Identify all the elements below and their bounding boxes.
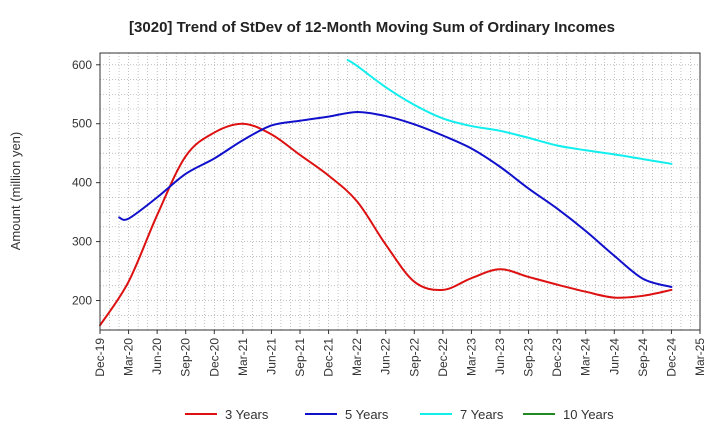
x-axis-ticks: Dec-19 Mar-20 Jun-20 Sep-20 Dec-20 Mar-21 Jun-…: [93, 330, 707, 377]
legend-label-10-years: 10 Years: [563, 407, 614, 422]
y-tick-label: 400: [72, 176, 92, 190]
x-tick-label: Mar-23: [464, 338, 478, 376]
x-tick-label: Sep-21: [293, 338, 307, 377]
grid: [99, 53, 701, 331]
x-tick-label: Dec-23: [550, 338, 564, 377]
x-tick-label: Mar-21: [236, 338, 250, 376]
x-tick-label: Dec-21: [322, 338, 336, 377]
legend: 3 Years 5 Years 7 Years 10 Years: [185, 407, 614, 422]
legend-label-7-years: 7 Years: [460, 407, 504, 422]
plot-frame: [99, 52, 701, 331]
x-tick-label: Mar-22: [350, 338, 364, 376]
legend-label-3-years: 3 Years: [225, 407, 269, 422]
y-axis-ticks: 200 300 400 500 600: [72, 58, 100, 308]
x-tick-label: Jun-23: [493, 338, 507, 375]
x-tick-label: Jun-24: [607, 338, 621, 375]
chart-title: [3020] Trend of StDev of 12-Month Moving…: [129, 19, 615, 36]
x-tick-label: Sep-23: [522, 338, 536, 377]
x-tick-label: Dec-19: [93, 338, 107, 377]
x-tick-label: Jun-21: [264, 338, 278, 375]
y-axis-label: Amount (million yen): [8, 132, 23, 251]
x-tick-label: Sep-20: [179, 338, 193, 377]
x-tick-label: Jun-20: [150, 338, 164, 375]
x-tick-label: Dec-24: [664, 338, 678, 377]
x-tick-label: Sep-22: [407, 338, 421, 377]
y-tick-label: 600: [72, 58, 92, 72]
x-tick-label: Mar-25: [693, 338, 707, 376]
series-line-7-years: [346, 59, 673, 165]
x-tick-label: Mar-20: [122, 338, 136, 376]
series-line-5-years: [118, 110, 673, 288]
legend-label-5-years: 5 Years: [345, 407, 389, 422]
series-line-3-years: [99, 122, 673, 327]
x-tick-label: Sep-24: [636, 338, 650, 377]
series-lines: [99, 59, 673, 327]
y-tick-label: 500: [72, 117, 92, 131]
x-tick-label: Dec-20: [207, 338, 221, 377]
x-tick-label: Jun-22: [379, 338, 393, 375]
y-tick-label: 200: [72, 294, 92, 308]
y-tick-label: 300: [72, 235, 92, 249]
x-tick-label: Dec-22: [436, 338, 450, 377]
x-tick-label: Mar-24: [579, 338, 593, 376]
